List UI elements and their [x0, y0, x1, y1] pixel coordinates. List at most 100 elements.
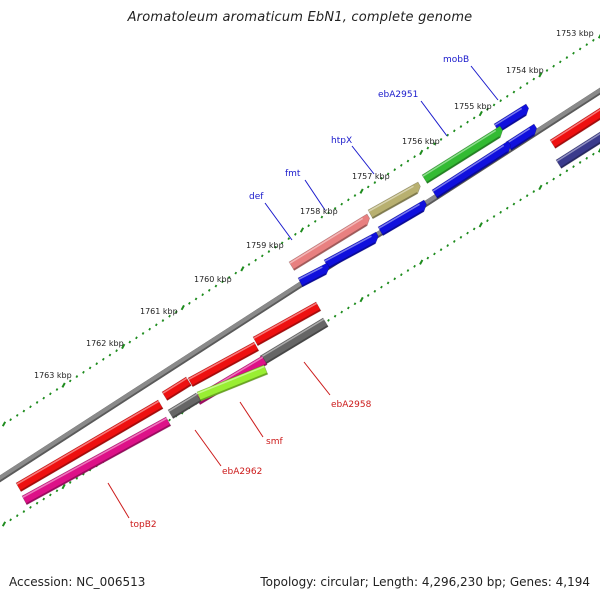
- tick-mark: [545, 69, 549, 72]
- tick-mark: [299, 227, 305, 233]
- tick-mark: [585, 156, 589, 160]
- tick-mark: [320, 215, 324, 219]
- tick-mark: [525, 82, 529, 85]
- red-gene-far-right-body: [549, 107, 600, 149]
- tick-mark: [1, 421, 7, 427]
- kbp-label: 1762 kbp: [86, 339, 124, 348]
- gene-label-topB2: topB2: [130, 520, 157, 530]
- tick-mark: [307, 224, 310, 228]
- red-gene-4-highlight: [16, 400, 160, 485]
- blue-gene-2-highlight: [432, 144, 505, 192]
- def-gene: [288, 213, 370, 271]
- kbp-label: 1758 kbp: [300, 207, 338, 216]
- red-gene-1: [252, 301, 322, 347]
- tick-mark: [49, 392, 52, 396]
- tick-mark: [366, 185, 370, 189]
- tick-mark: [558, 173, 562, 177]
- tick-mark: [88, 366, 92, 370]
- pointer-mobB: [470, 65, 499, 101]
- navy-gene-far-right-shade: [560, 141, 600, 169]
- mobB-gene-highlight: [494, 107, 523, 126]
- tick-mark: [280, 241, 284, 245]
- red-gene-2-shade: [191, 349, 259, 387]
- kbp-label: 1759 kbp: [246, 241, 284, 250]
- tick-mark: [439, 138, 443, 141]
- red-gene-far-right: [549, 107, 600, 149]
- tick-mark: [558, 60, 562, 64]
- tick-mark: [393, 168, 397, 172]
- tick-mark: [61, 483, 66, 490]
- tick-mark: [29, 405, 32, 409]
- tick-mark: [274, 245, 277, 249]
- tick-mark: [68, 379, 72, 383]
- tick-mark: [1, 521, 7, 527]
- topB2-gene: [21, 416, 172, 506]
- tick-mark: [207, 288, 211, 292]
- tick-mark: [452, 240, 456, 243]
- tick-mark: [585, 43, 589, 47]
- ebA2958-gene-highlight: [260, 318, 325, 358]
- tick-mark: [446, 133, 450, 137]
- ebA2951-gene-shade: [426, 136, 501, 184]
- tick-mark: [538, 184, 543, 191]
- tick-mark: [22, 409, 26, 413]
- tick-mark: [353, 194, 357, 197]
- ebA2951-gene: [421, 125, 503, 184]
- kbp-label: 1753 kbp: [556, 29, 594, 38]
- blue-gene-4-highlight: [298, 266, 323, 280]
- tick-mark: [597, 33, 600, 39]
- tick-mark: [227, 276, 231, 279]
- lime-gene-highlight: [197, 365, 265, 395]
- tick-mark: [347, 306, 350, 310]
- pointer-def: [264, 202, 293, 241]
- pointer-topB2: [107, 482, 130, 519]
- tick-mark: [419, 259, 424, 265]
- topB2-gene-body: [21, 416, 172, 506]
- tick-mark: [380, 285, 383, 289]
- pointer-ebA2962: [194, 429, 222, 467]
- tick-mark: [359, 296, 364, 303]
- tick-mark: [597, 147, 600, 153]
- pointer-smf: [239, 401, 264, 438]
- tick-mark: [174, 310, 178, 314]
- topB2-gene-shade: [25, 424, 171, 505]
- tick-mark: [552, 64, 555, 68]
- pointer-ebA2951: [420, 100, 448, 137]
- tick-mark: [75, 375, 79, 378]
- tick-mark: [240, 266, 245, 272]
- tick-mark: [452, 129, 456, 133]
- blue-gene-3-shade: [382, 210, 424, 236]
- tick-mark: [512, 202, 516, 206]
- tick-mark: [538, 72, 543, 78]
- tick-mark: [294, 232, 297, 236]
- tick-mark: [214, 284, 218, 288]
- tick-mark: [148, 327, 152, 331]
- tick-mark: [572, 165, 575, 169]
- tick-mark: [459, 235, 463, 239]
- gene-label-def: def: [249, 192, 264, 202]
- ebA2958-gene-shade: [264, 325, 329, 365]
- blue-gene-4: [297, 262, 330, 288]
- tick-mark: [492, 103, 496, 107]
- tick-mark: [42, 396, 46, 400]
- navy-gene-far-right-highlight: [556, 132, 600, 162]
- tick-mark: [505, 206, 509, 210]
- tick-mark: [168, 418, 171, 422]
- tick-mark: [406, 269, 410, 272]
- mobB-gene-shade: [498, 114, 527, 133]
- def-gene-body: [288, 213, 370, 271]
- htpX-gene-highlight: [368, 185, 414, 212]
- tick-mark: [519, 86, 522, 90]
- htpX-gene: [367, 181, 421, 220]
- tick-mark: [519, 198, 522, 202]
- tick-mark: [578, 47, 582, 51]
- blue-gene-1-highlight: [506, 127, 531, 144]
- red-gene-1-highlight: [253, 302, 318, 339]
- tick-mark: [512, 90, 516, 94]
- tick-mark: [486, 107, 489, 111]
- kbp-label: 1756 kbp: [402, 137, 440, 146]
- red-gene-2: [187, 341, 260, 388]
- ebA2951-gene-highlight: [422, 129, 497, 177]
- tick-mark: [472, 116, 476, 120]
- tick-mark: [373, 181, 377, 184]
